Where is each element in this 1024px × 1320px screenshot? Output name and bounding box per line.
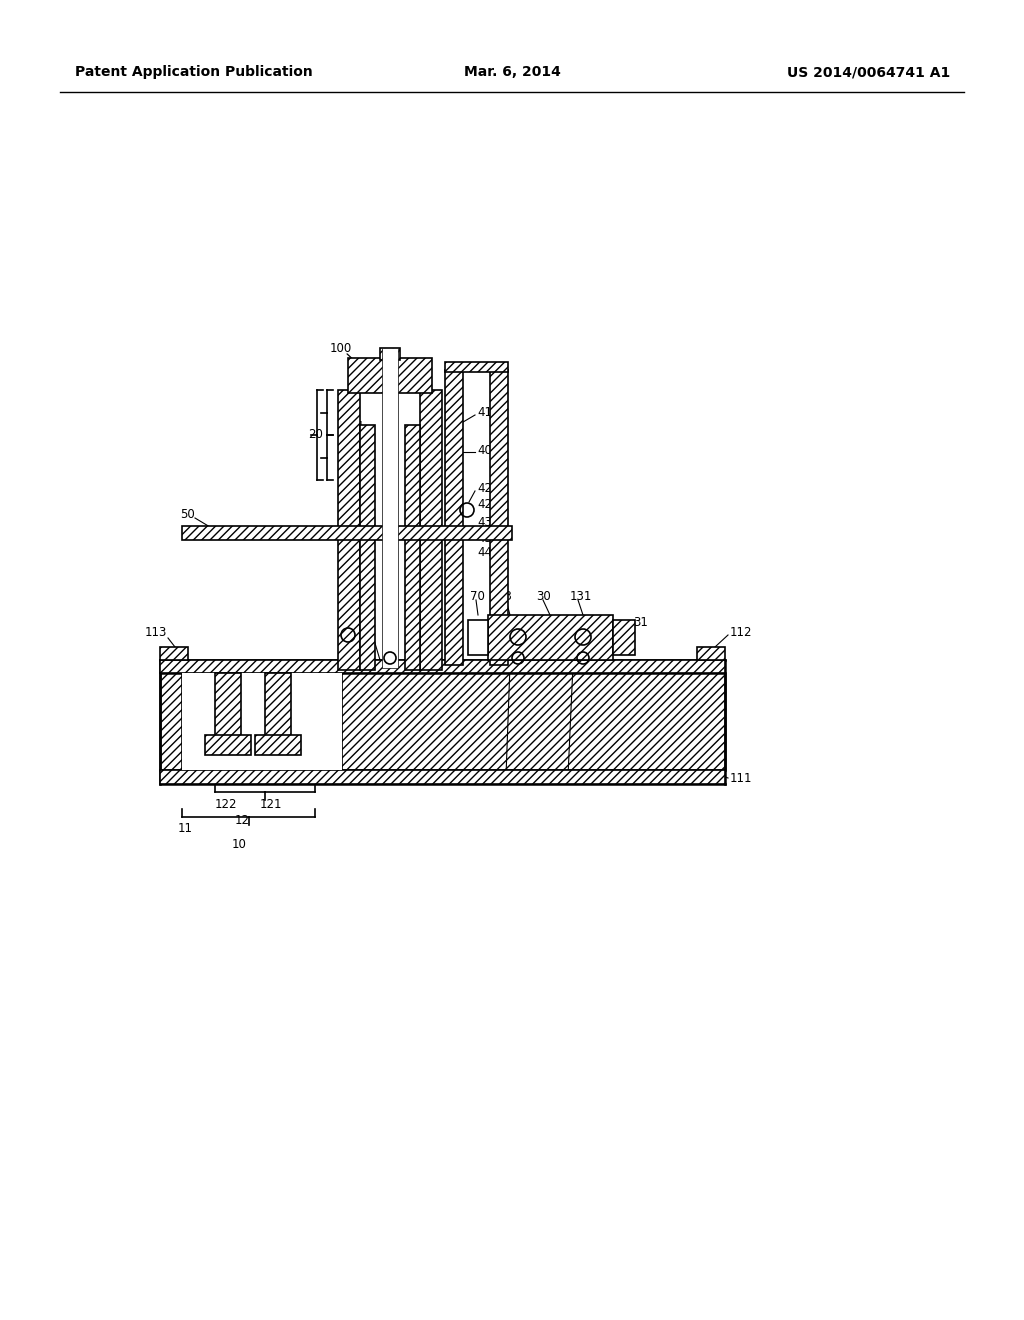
Text: 121: 121 (260, 797, 283, 810)
Bar (488, 615, 613, 660)
Text: 30: 30 (536, 590, 551, 603)
Bar (160, 660, 725, 673)
Text: 60: 60 (342, 582, 357, 594)
Text: 21: 21 (342, 393, 357, 407)
Bar (265, 673, 291, 744)
Text: 41: 41 (477, 405, 492, 418)
Bar (420, 389, 442, 671)
Text: 421: 421 (477, 499, 500, 511)
Text: 100: 100 (330, 342, 352, 355)
Text: 1211: 1211 (493, 771, 523, 784)
Text: 211: 211 (383, 367, 406, 380)
Text: Patent Application Publication: Patent Application Publication (75, 65, 312, 79)
Text: 20: 20 (308, 429, 323, 441)
Text: 44: 44 (477, 546, 492, 560)
Bar (348, 358, 432, 393)
Text: 42: 42 (477, 482, 492, 495)
Bar (182, 525, 512, 540)
Text: 213: 213 (342, 466, 365, 479)
Text: 301: 301 (560, 771, 583, 784)
Text: 431: 431 (477, 516, 500, 528)
Text: 50: 50 (180, 508, 195, 521)
Bar (215, 673, 241, 744)
Text: US 2014/0064741 A1: US 2014/0064741 A1 (786, 65, 950, 79)
Text: 131: 131 (570, 590, 592, 603)
Bar (406, 425, 420, 671)
Bar (160, 647, 188, 660)
Text: 112: 112 (730, 626, 753, 639)
Bar (338, 389, 360, 671)
Bar (160, 770, 725, 784)
Bar (255, 735, 301, 755)
Text: 40: 40 (477, 444, 492, 457)
Text: 11: 11 (178, 822, 193, 836)
Text: 13: 13 (498, 590, 513, 603)
Bar (697, 647, 725, 660)
Bar (205, 735, 251, 755)
Text: 212: 212 (342, 561, 365, 574)
Text: 214: 214 (342, 508, 365, 521)
Text: 43: 43 (477, 532, 492, 544)
Bar (445, 370, 463, 665)
Bar (613, 620, 635, 655)
Text: 221: 221 (342, 421, 365, 433)
Bar (182, 673, 342, 770)
Bar (160, 673, 725, 770)
Text: 113: 113 (145, 626, 167, 639)
Bar (468, 620, 488, 655)
Bar (490, 370, 508, 665)
Text: 122: 122 (215, 797, 238, 810)
Text: 111: 111 (730, 771, 753, 784)
Text: Mar. 6, 2014: Mar. 6, 2014 (464, 65, 560, 79)
Text: 222: 222 (342, 444, 365, 457)
Bar (360, 425, 375, 671)
Text: 31: 31 (633, 616, 648, 630)
Text: 70: 70 (470, 590, 485, 603)
Bar (445, 362, 508, 372)
Bar (382, 348, 398, 668)
Bar (380, 348, 400, 360)
Text: 10: 10 (232, 837, 247, 850)
Text: 12: 12 (234, 813, 250, 826)
